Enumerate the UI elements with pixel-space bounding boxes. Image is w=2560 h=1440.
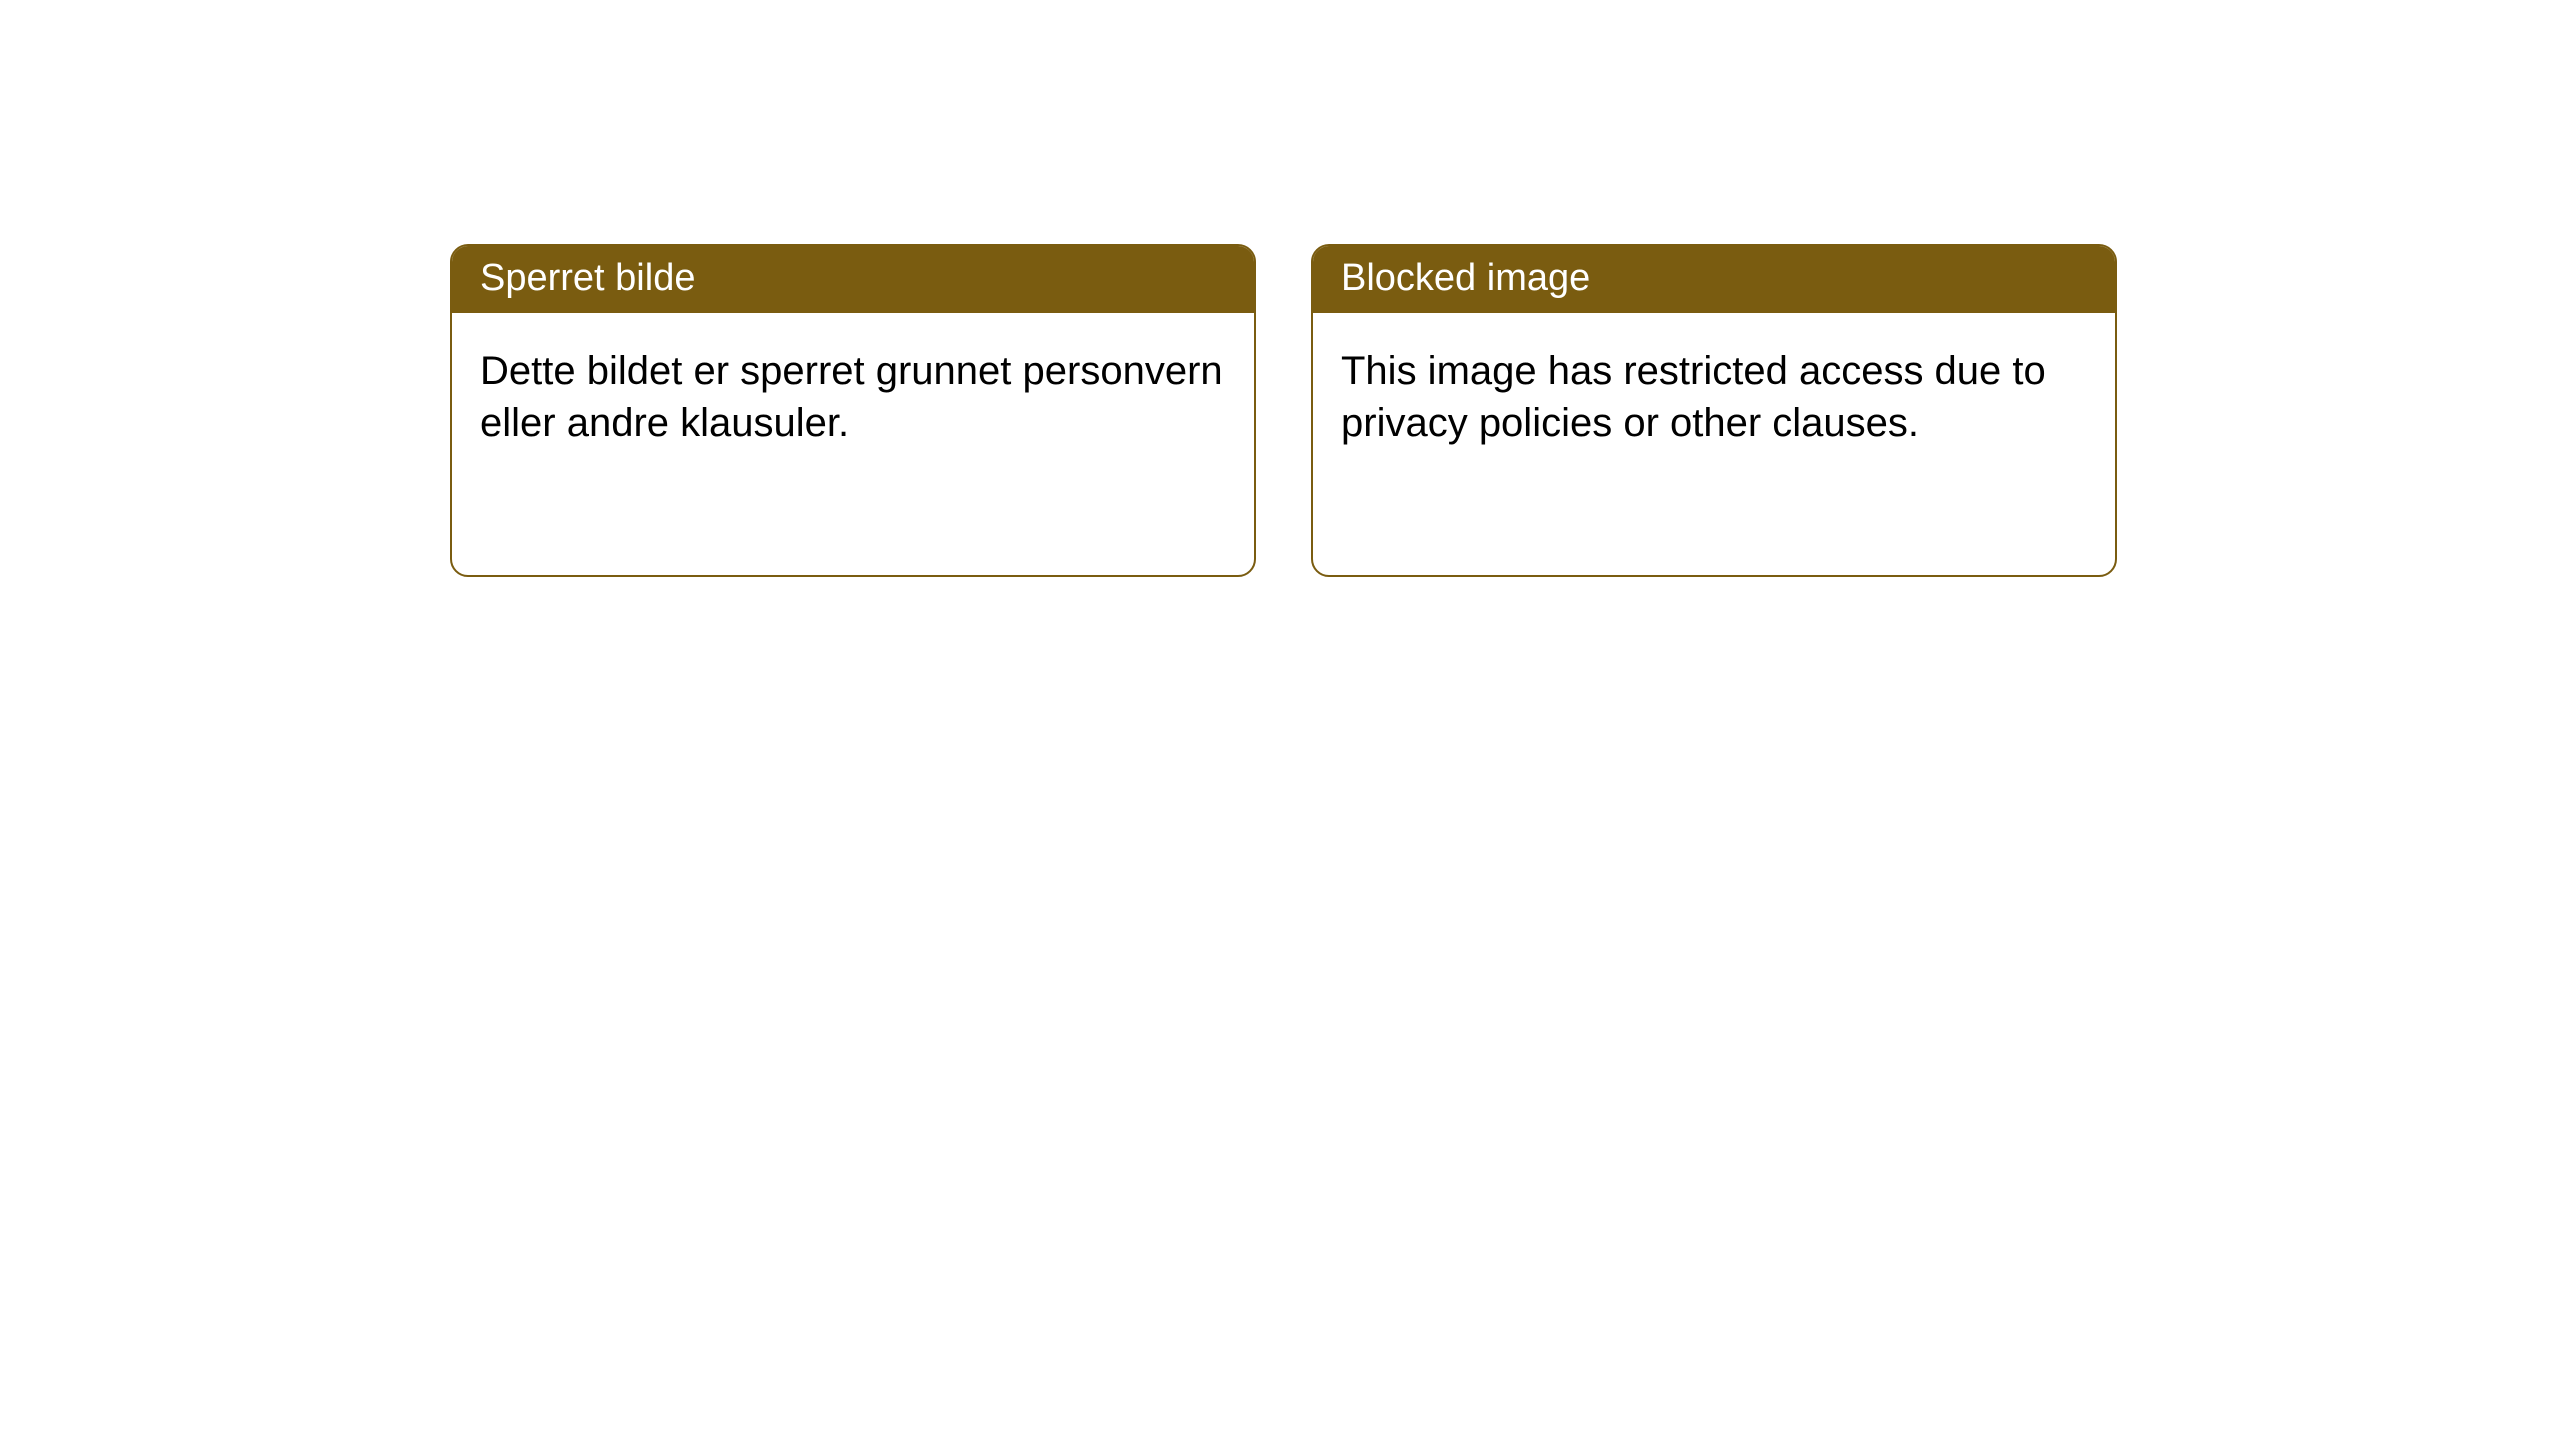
notice-container: Sperret bilde Dette bildet er sperret gr… xyxy=(0,0,2560,577)
card-header: Sperret bilde xyxy=(452,246,1254,313)
card-body: This image has restricted access due to … xyxy=(1313,313,2115,481)
card-title: Sperret bilde xyxy=(480,257,695,299)
card-text: Dette bildet er sperret grunnet personve… xyxy=(480,345,1226,449)
card-body: Dette bildet er sperret grunnet personve… xyxy=(452,313,1254,481)
card-text: This image has restricted access due to … xyxy=(1341,345,2087,449)
notice-card-english: Blocked image This image has restricted … xyxy=(1311,244,2117,577)
card-title: Blocked image xyxy=(1341,257,1590,299)
notice-card-norwegian: Sperret bilde Dette bildet er sperret gr… xyxy=(450,244,1256,577)
card-header: Blocked image xyxy=(1313,246,2115,313)
